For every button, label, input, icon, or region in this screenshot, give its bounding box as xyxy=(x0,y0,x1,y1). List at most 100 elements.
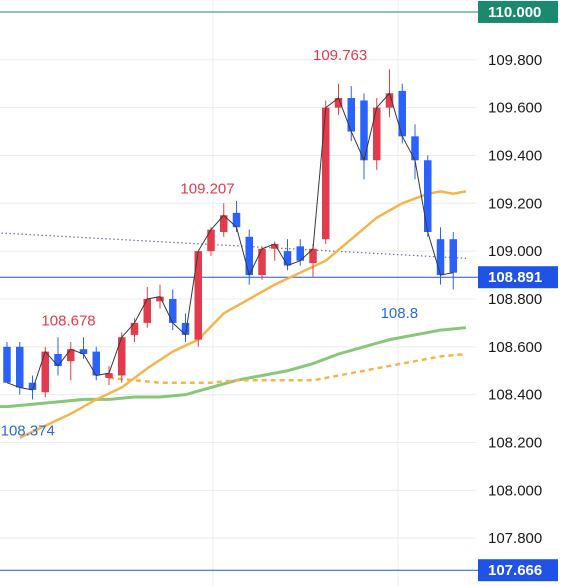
y-tick-label-10: 108.000 xyxy=(488,482,542,499)
candle-15[interactable] xyxy=(194,251,203,347)
y-tick-label-3: 109.400 xyxy=(488,147,542,164)
y-tick-label-7: 108.600 xyxy=(488,339,542,356)
candle-29[interactable] xyxy=(373,98,381,170)
candle-8[interactable] xyxy=(105,365,113,386)
grid-vertical xyxy=(212,0,399,586)
annotation-4: 108.374 xyxy=(1,422,55,439)
candle-5[interactable] xyxy=(67,342,75,381)
candle-body-32 xyxy=(411,136,419,161)
candle-body-12 xyxy=(156,296,164,302)
candles[interactable] xyxy=(3,69,458,400)
candle-body-15 xyxy=(194,251,202,340)
candle-body-11 xyxy=(143,298,151,323)
candle-16[interactable] xyxy=(207,227,215,256)
candle-body-34 xyxy=(436,239,445,276)
annotation-2: 108.678 xyxy=(41,312,95,329)
candle-28[interactable] xyxy=(360,93,368,180)
y-tick-label-11: 107.800 xyxy=(488,530,542,547)
price-label-1: 108.891 xyxy=(478,266,558,289)
candle-body-17 xyxy=(220,215,228,233)
candle-0[interactable] xyxy=(3,342,11,383)
candle-body-10 xyxy=(130,322,139,335)
price-label-text-0: 110.000 xyxy=(488,4,541,21)
annotation-1: 109.207 xyxy=(180,181,234,198)
candle-3[interactable] xyxy=(41,346,50,398)
candle-body-8 xyxy=(105,373,113,378)
candle-body-7 xyxy=(92,351,100,376)
candle-body-5 xyxy=(67,349,75,362)
candle-body-2 xyxy=(28,382,37,390)
price-labels: 110.000 108.891 107.666 xyxy=(478,0,558,582)
price-label-text-1: 108.891 xyxy=(488,269,542,286)
candle-14[interactable] xyxy=(181,313,190,343)
candle-6[interactable] xyxy=(79,337,88,359)
candle-body-4 xyxy=(54,353,62,366)
candle-body-23 xyxy=(296,246,304,261)
price-label-2: 107.666 xyxy=(478,559,558,582)
y-tick-label-2: 109.600 xyxy=(488,100,542,117)
candle-body-20 xyxy=(258,248,266,276)
candle-body-16 xyxy=(207,229,215,252)
candle-33[interactable] xyxy=(424,155,432,237)
close-line xyxy=(6,92,454,391)
candle-body-27 xyxy=(347,98,355,132)
price-label-box-0 xyxy=(478,0,558,23)
y-tick-label-8: 108.400 xyxy=(488,387,542,404)
ma-orange-line xyxy=(19,190,467,439)
moving-averages xyxy=(0,190,467,439)
y-tick-label-4: 109.200 xyxy=(488,195,542,212)
price-axis[interactable]: 110.000 109.800 109.600 109.400 109.200 109.0… xyxy=(478,0,566,586)
candle-body-22 xyxy=(283,251,292,266)
candle-35[interactable] xyxy=(449,232,458,290)
y-tick-label-6: 108.800 xyxy=(488,291,542,308)
candle-body-28 xyxy=(360,100,368,161)
candle-body-21 xyxy=(271,243,279,249)
reference-lines xyxy=(0,11,478,571)
candle-body-18 xyxy=(232,212,241,228)
candle-1[interactable] xyxy=(16,342,24,395)
axis-background xyxy=(478,0,566,586)
annotation-3: 108.8 xyxy=(381,305,419,322)
candle-body-14 xyxy=(181,322,190,335)
candle-body-9 xyxy=(118,337,126,376)
candle-body-1 xyxy=(16,346,24,388)
candle-24[interactable] xyxy=(309,243,317,278)
candle-20[interactable] xyxy=(258,246,266,280)
annotations: 109.763 109.207 108.678 108.8 108.374 xyxy=(1,47,418,440)
candle-32[interactable] xyxy=(411,124,419,180)
candle-body-29 xyxy=(373,107,381,161)
y-tick-label-9: 108.200 xyxy=(488,434,542,451)
y-tick-label-5: 109.000 xyxy=(488,243,542,260)
candle-body-19 xyxy=(245,236,253,276)
candle-4[interactable] xyxy=(54,337,62,376)
price-label-box-2 xyxy=(478,559,558,582)
candle-body-24 xyxy=(309,248,317,264)
close-price-line xyxy=(6,92,454,391)
candle-31[interactable] xyxy=(398,83,407,144)
candle-body-33 xyxy=(424,160,432,233)
y-tick-label-1: 109.800 xyxy=(488,52,542,69)
candle-17[interactable] xyxy=(220,203,228,237)
candle-25[interactable] xyxy=(322,100,330,244)
annotation-0: 109.763 xyxy=(313,47,367,64)
price-label-box-1 xyxy=(478,266,558,289)
candle-11[interactable] xyxy=(143,287,152,328)
ma-dotted-line xyxy=(0,232,467,259)
candle-2[interactable] xyxy=(28,375,37,400)
candle-body-13 xyxy=(169,298,177,323)
candle-body-25 xyxy=(322,107,330,240)
candle-body-0 xyxy=(3,346,11,383)
candle-body-31 xyxy=(398,90,406,137)
ma-dashed-line xyxy=(108,352,467,384)
candle-body-26 xyxy=(334,98,343,108)
ma-green-line xyxy=(0,326,467,409)
candle-body-35 xyxy=(449,239,457,273)
candle-body-30 xyxy=(385,93,394,108)
price-label-0: 110.000 xyxy=(478,0,558,23)
candle-body-6 xyxy=(79,349,88,354)
candle-9[interactable] xyxy=(118,332,126,383)
price-label-text-2: 107.666 xyxy=(488,562,542,579)
grid xyxy=(0,11,476,539)
